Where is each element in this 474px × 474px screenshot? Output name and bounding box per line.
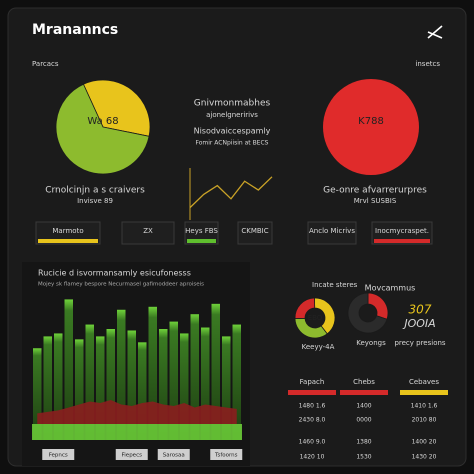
- base-strip: [32, 424, 242, 440]
- bar: [64, 299, 73, 440]
- table-cell: 1410 1.6: [411, 403, 438, 410]
- chart-caption: Keeyy-4A: [302, 343, 335, 351]
- chart-title: Ge-onre afvarrerurpres: [323, 186, 427, 196]
- table-cell: 1480 1.6: [299, 403, 326, 410]
- table-cell: 1460 9.0: [299, 439, 326, 446]
- stats-sub: JOOIA: [402, 317, 435, 330]
- bar: [33, 348, 42, 440]
- table-cell: 2010 80: [412, 417, 437, 424]
- button[interactable]: [237, 221, 273, 245]
- pie-slice: [347, 292, 388, 334]
- table-header: Chebs: [353, 378, 375, 386]
- bar: [85, 324, 94, 440]
- bar: [96, 336, 105, 440]
- chart-subtitle: Invisve 89: [77, 197, 113, 205]
- chart-subtitle: Mrvl SUSBIS: [354, 197, 397, 205]
- table-header: Cebaves: [409, 378, 439, 386]
- button-label: Heys FBS: [185, 227, 218, 235]
- table-cell: 1530: [356, 454, 371, 461]
- button[interactable]: [184, 221, 219, 245]
- bar: [222, 336, 231, 440]
- stats-value: 307: [409, 303, 432, 317]
- bar: [190, 314, 199, 440]
- pie-slice: [323, 79, 419, 175]
- x-label-box: [210, 449, 243, 460]
- pie-label: Wa 68: [87, 116, 118, 127]
- bar: [159, 329, 168, 440]
- button-label: Marmoto: [52, 227, 83, 235]
- bar: [75, 339, 84, 440]
- header-bar: [288, 390, 336, 395]
- center-text: ajonelgneririvs: [206, 111, 258, 119]
- button[interactable]: [307, 221, 357, 245]
- button-label: Anclo Micrivs: [309, 227, 355, 235]
- table-header: Fapach: [300, 378, 325, 386]
- header-bar: [400, 390, 448, 395]
- title: Mrananncs: [32, 22, 118, 38]
- center-text: Nisodvaiccespamly: [194, 127, 271, 136]
- button-bar: [187, 239, 216, 243]
- line: [189, 176, 273, 209]
- pie-slice: [294, 297, 316, 319]
- center-text: Fomir ACNpiisin at BECS: [196, 140, 269, 147]
- chart-title: Crnolcinjn a s craivers: [45, 186, 145, 196]
- bar: [138, 342, 147, 440]
- chart-title: Incate steres: [312, 281, 358, 289]
- table-cell: 1400: [356, 403, 371, 410]
- stats-title: Movcammus: [365, 284, 416, 293]
- pie-slice: [55, 83, 150, 175]
- area: [37, 400, 237, 424]
- bar: [232, 324, 241, 440]
- label-right: insetcs: [415, 60, 440, 68]
- button-label: Inocmycraspet.: [375, 227, 429, 235]
- button[interactable]: [371, 221, 433, 245]
- button[interactable]: [35, 221, 101, 245]
- bar: [211, 303, 220, 440]
- x-tick-label: Fepncs: [49, 453, 68, 459]
- x-label-box: [42, 449, 75, 460]
- bar: [106, 329, 115, 440]
- bar: [117, 309, 126, 440]
- button-label: CKMBIC: [241, 227, 268, 235]
- x-label-box: [157, 449, 190, 460]
- header-bar: [340, 390, 388, 395]
- label-left: Parcacs: [32, 60, 59, 68]
- bar: [54, 333, 63, 440]
- table-cell: 0000: [356, 417, 371, 424]
- chart-subtitle: Mojey sk flamey bespore Necurmasel gafim…: [38, 282, 204, 288]
- chart-caption: Keyongs: [356, 339, 386, 347]
- table-cell: 2430 8.0: [299, 417, 326, 424]
- button-label: ZX: [143, 227, 153, 235]
- pie-label: K788: [358, 116, 384, 127]
- x-tick-label: Fiepecs: [122, 453, 143, 459]
- chart-title: Rucicie d isvormansamly esicufonesss: [38, 269, 191, 278]
- bar: [127, 330, 136, 440]
- bar: [169, 321, 178, 440]
- table-cell: 1420 10: [300, 454, 325, 461]
- bar: [201, 327, 210, 440]
- button[interactable]: [121, 221, 175, 245]
- table-cell: 1400 20: [412, 439, 437, 446]
- table-cell: 1430 20: [412, 454, 437, 461]
- x-label-box: [115, 449, 148, 460]
- pie-slice: [82, 79, 151, 137]
- button-bar: [374, 239, 430, 243]
- x-tick-label: Sarosaa: [163, 453, 185, 459]
- close-icon[interactable]: [427, 25, 443, 39]
- bar: [180, 333, 189, 440]
- bar: [43, 336, 52, 440]
- button-bar: [38, 239, 98, 243]
- x-tick-label: Tsfoorns: [214, 453, 238, 459]
- table-cell: 1380: [356, 439, 371, 446]
- pie-label: EBO: [308, 314, 323, 322]
- bar: [148, 306, 157, 440]
- center-text: Gnivmonmabhes: [194, 99, 271, 109]
- stats-caption: precy presions: [394, 339, 445, 347]
